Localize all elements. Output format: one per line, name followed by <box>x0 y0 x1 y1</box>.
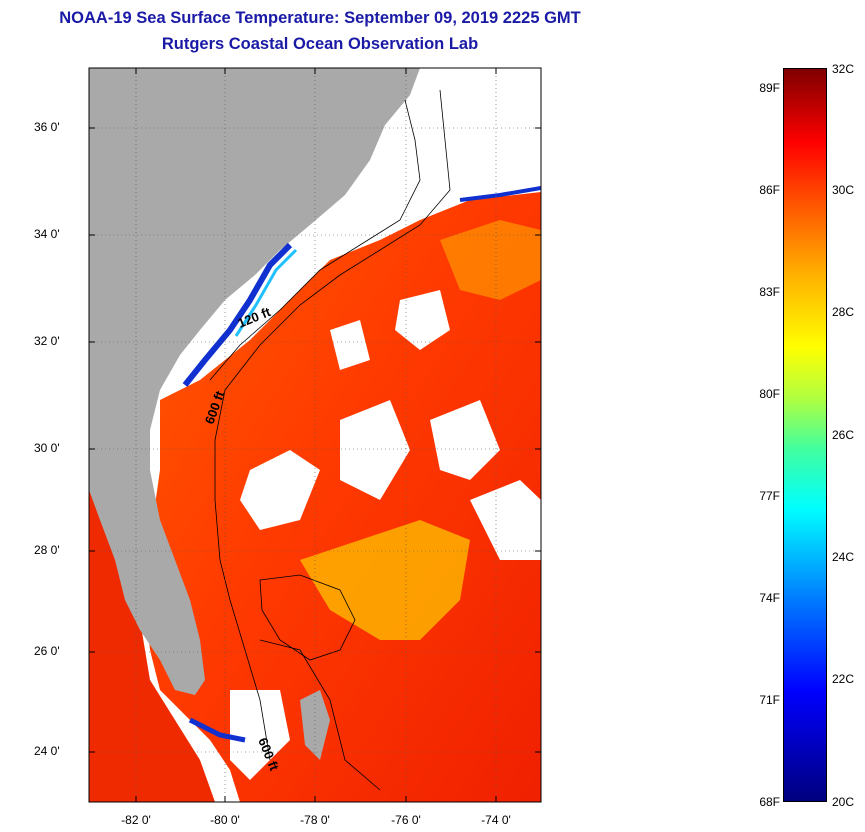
cloud-patch <box>340 400 410 500</box>
colorbar-fahrenheit-label: 83F <box>759 285 780 299</box>
latitude-label: 36 0' <box>34 120 60 134</box>
colorbar-fahrenheit-label: 77F <box>759 489 780 503</box>
cloud-patch <box>470 480 541 560</box>
colorbar-fahrenheit-label: 89F <box>759 81 780 95</box>
longitude-label: -82 0' <box>121 813 151 827</box>
map-subtitle: Rutgers Coastal Ocean Observation Lab <box>161 35 479 53</box>
contour-line <box>259 639 381 791</box>
longitude-label: -74 0' <box>481 813 511 827</box>
colorbar-celsius-label: 30C <box>832 183 855 197</box>
latitude-label: 34 0' <box>34 227 60 241</box>
contour-line-120ft <box>209 99 421 381</box>
cold-coastal-band <box>188 717 246 743</box>
colorbar-fahrenheit-label: 68F <box>759 795 780 809</box>
cloud-patch <box>395 290 450 350</box>
cold-coastal-band <box>459 186 541 202</box>
latitude-label: 32 0' <box>34 334 60 348</box>
longitude-label: -78 0' <box>300 813 330 827</box>
cloud-patch <box>430 400 500 480</box>
colorbar-fahrenheit-label: 71F <box>759 693 780 707</box>
colorbar-celsius-label: 20C <box>832 795 855 809</box>
temperature-colorbar <box>783 68 827 802</box>
latitude-label: 30 0' <box>34 441 60 455</box>
latitude-label: 24 0' <box>34 744 60 758</box>
land-mass <box>89 68 420 695</box>
cold-coastal-band <box>182 242 293 387</box>
map-title: NOAA-19 Sea Surface Temperature: Septemb… <box>59 9 581 27</box>
colorbar-celsius-label: 24C <box>832 550 855 564</box>
warm-ocean-area <box>145 192 541 802</box>
cool-water-patch <box>300 520 470 640</box>
colorbar-fahrenheit-label: 80F <box>759 387 780 401</box>
cloud-patch <box>330 320 370 370</box>
graticule <box>89 68 541 802</box>
cold-coastal-band <box>234 248 298 337</box>
colorbar-celsius-label: 26C <box>832 428 855 442</box>
contour-line <box>259 574 356 661</box>
colorbar-celsius-label: 32C <box>832 62 855 76</box>
colorbar-fahrenheit-label: 86F <box>759 183 780 197</box>
cool-water-patch <box>440 220 541 300</box>
colorbar-celsius-label: 28C <box>832 305 855 319</box>
longitude-label: -76 0' <box>391 813 421 827</box>
colorbar-fahrenheit-label: 74F <box>759 591 780 605</box>
cloud-patch <box>240 450 320 530</box>
cloud-patch <box>230 690 290 780</box>
colorbar-celsius-label: 22C <box>832 672 855 686</box>
latitude-label: 26 0' <box>34 644 60 658</box>
longitude-label: -80 0' <box>210 813 240 827</box>
contour-line-600ft <box>214 89 451 761</box>
axis-ticks <box>89 68 541 802</box>
latitude-label: 28 0' <box>34 543 60 557</box>
